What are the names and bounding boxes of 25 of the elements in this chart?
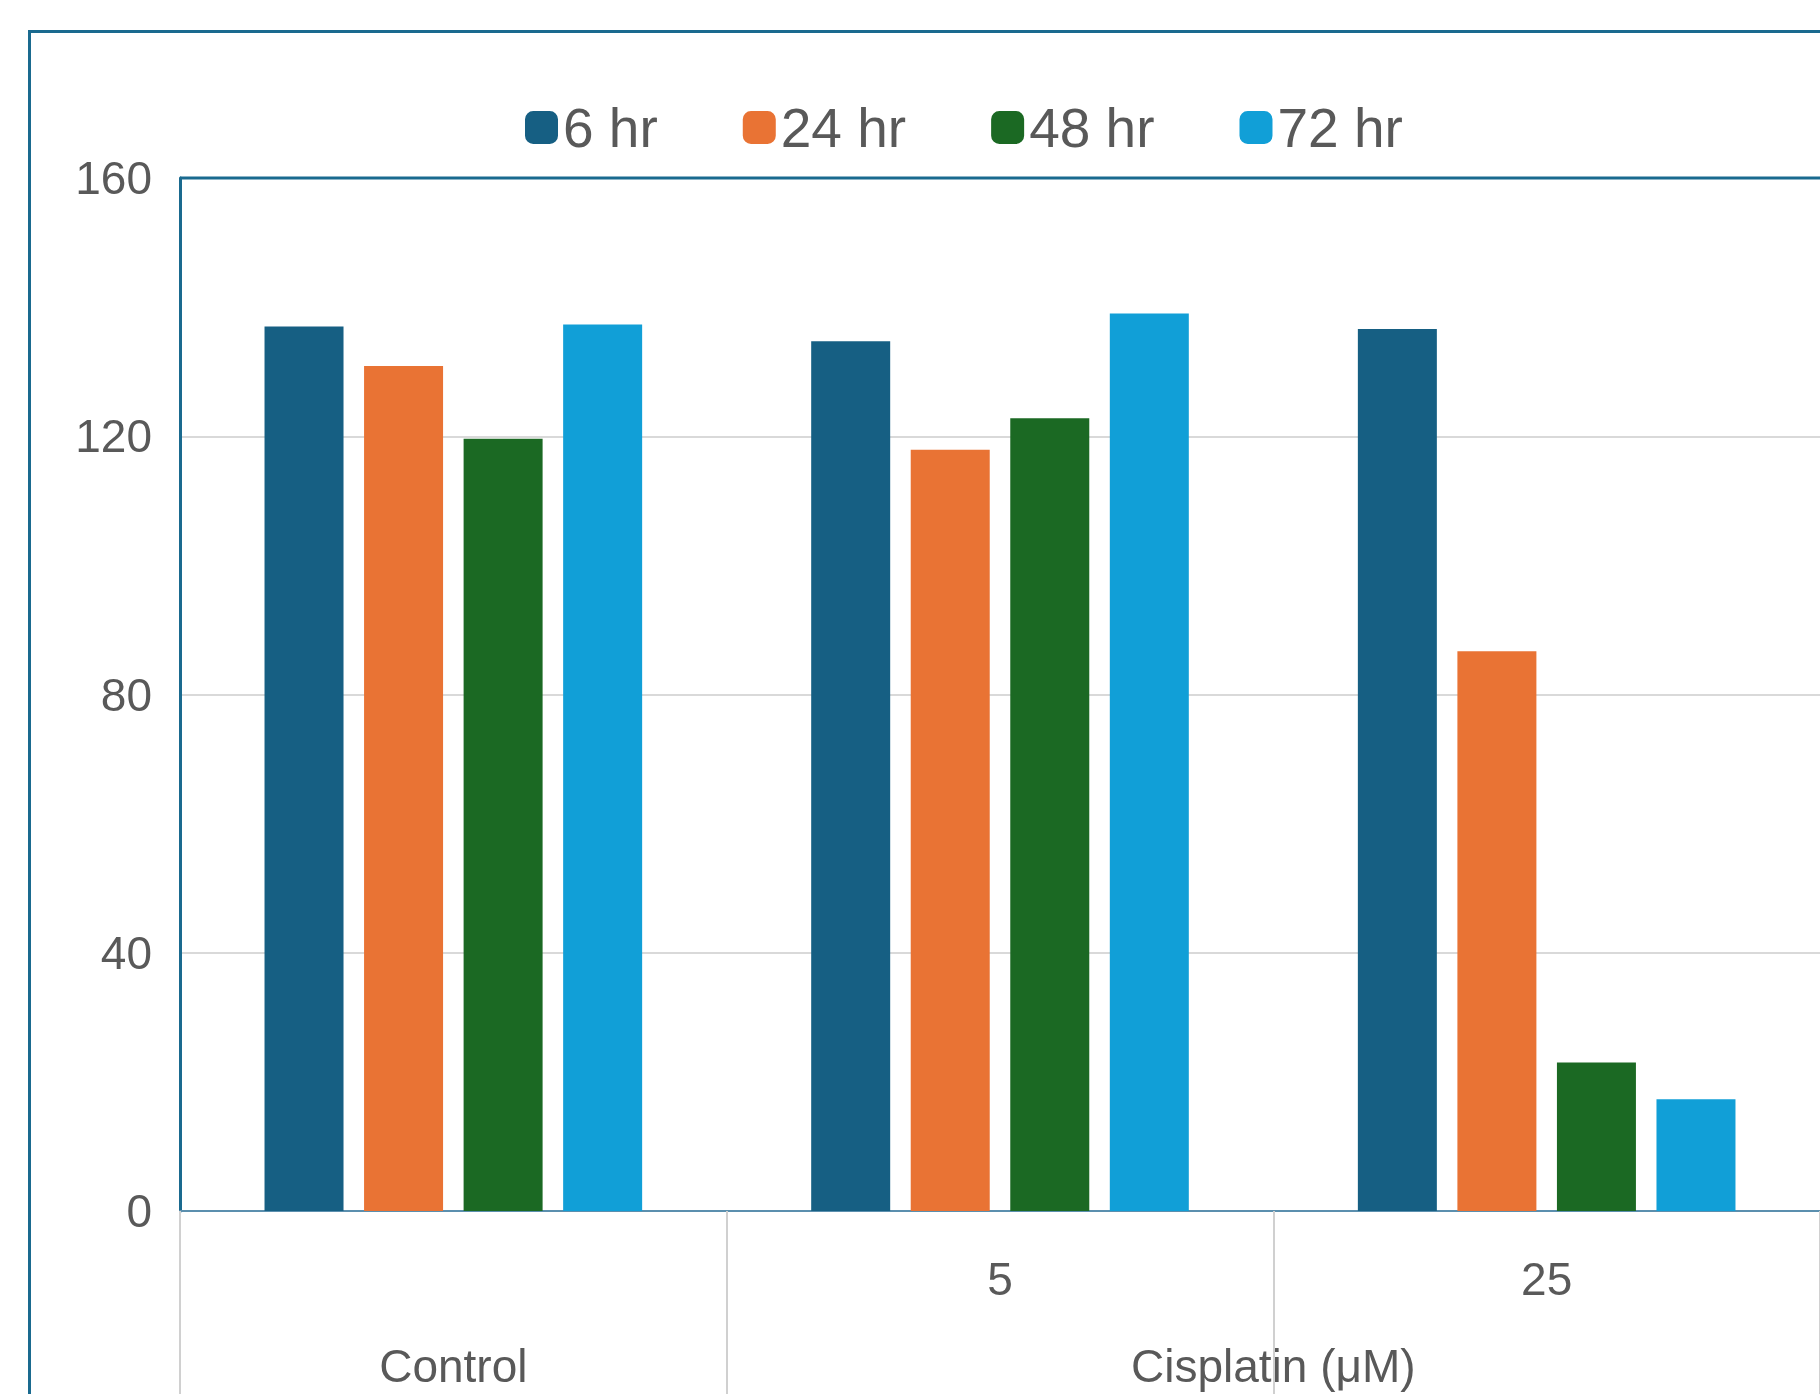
y-tick-label: 40 [100,926,152,979]
legend-label: 48 hr [1029,96,1155,159]
x-tick-label: 5 [987,1253,1013,1305]
bar [1010,418,1090,1211]
text: Control [379,1340,528,1392]
bar [264,326,344,1211]
legend-label: 72 hr [1277,96,1403,159]
y-tick-label: 80 [100,668,152,721]
bar [364,365,444,1211]
x-tick-label: 25 [1521,1253,1573,1305]
bar [1556,1062,1636,1211]
y-tick-label: 120 [75,410,152,463]
bar [811,341,891,1211]
bar [1656,1099,1736,1211]
bar [563,324,643,1211]
bar [1357,329,1437,1211]
bar [1109,313,1189,1211]
y-tick-label: 0 [126,1185,152,1237]
bar [463,438,543,1211]
bar [1457,651,1537,1211]
y-tick-label: 160 [75,152,152,204]
legend-label: 24 hr [780,96,907,159]
bar [910,449,990,1211]
text: Cisplatin (μM) [1131,1340,1416,1392]
legend-label: 6 hr [563,96,658,159]
